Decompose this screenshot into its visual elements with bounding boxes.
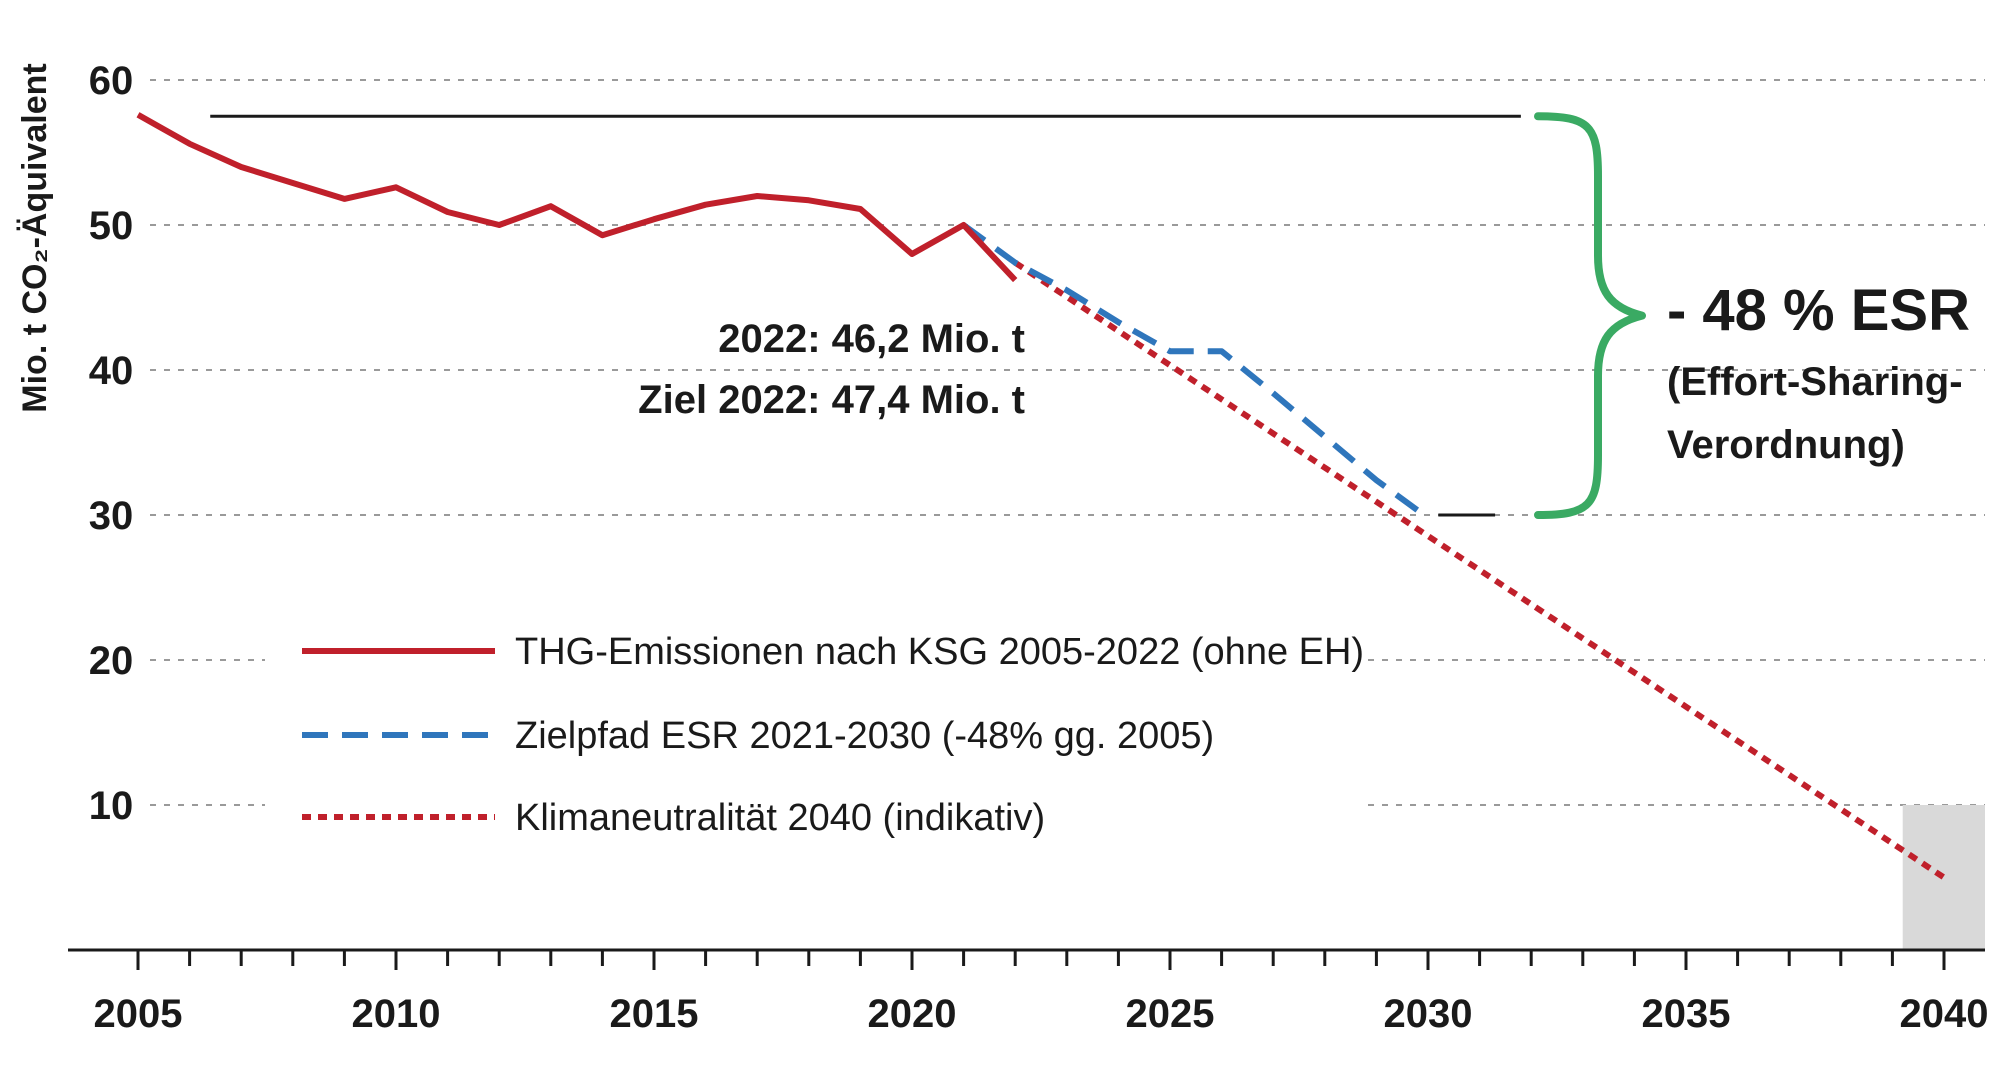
y-tick-label-60: 60 <box>89 59 134 103</box>
legend-label-target-path: Zielpfad ESR 2021-2030 (-48% gg. 2005) <box>515 715 1214 757</box>
brace-label: - 48 % ESR <box>1667 278 1970 343</box>
y-tick-label-40: 40 <box>89 349 134 393</box>
series-line-dotted <box>1013 260 1946 881</box>
x-tick-label-2025: 2025 <box>1126 992 1215 1036</box>
x-tick-label-2015: 2015 <box>610 992 699 1036</box>
x-tick-label-2030: 2030 <box>1384 992 1473 1036</box>
y-tick-label-20: 20 <box>89 639 134 683</box>
x-axis: 2005 2010 2015 2020 2025 2030 2035 2040 <box>68 948 1989 1036</box>
y-tick-label-50: 50 <box>89 204 134 248</box>
y-axis-label: Mio. t CO₂-Äquivalent <box>16 63 54 412</box>
shaded-area-2040 <box>1902 805 1985 950</box>
brace-sublabel-2: Verordnung) <box>1667 423 1905 467</box>
brace-esr-reduction <box>1534 112 1646 519</box>
y-tick-label-10: 10 <box>89 784 134 828</box>
reference-lines <box>210 114 1521 517</box>
x-tick-label-2005: 2005 <box>94 992 183 1036</box>
legend: THG-Emissionen nach KSG 2005-2022 (ohne … <box>265 615 1365 839</box>
series-line-dashed <box>961 222 1430 521</box>
brace-sublabel-1: (Effort-Sharing- <box>1667 360 1963 404</box>
shaded-region-2040 <box>1902 805 1985 950</box>
series-line-solid <box>136 112 1018 283</box>
x-tick-label-2035: 2035 <box>1642 992 1731 1036</box>
x-tick-label-2040: 2040 <box>1900 992 1989 1036</box>
annotation-value-2022: 2022: 46,2 Mio. t <box>718 317 1025 361</box>
x-tick-label-2010: 2010 <box>352 992 441 1036</box>
series-lines <box>136 112 1946 881</box>
x-tick-label-2020: 2020 <box>868 992 957 1036</box>
gridlines <box>150 79 1985 806</box>
legend-label-emissions: THG-Emissionen nach KSG 2005-2022 (ohne … <box>515 631 1364 673</box>
y-tick-label-30: 30 <box>89 494 134 538</box>
annotation-target-2022: Ziel 2022: 47,4 Mio. t <box>638 378 1025 422</box>
legend-label-climate-neutral: Klimaneutralität 2040 (indikativ) <box>515 797 1045 839</box>
y-axis: 10 20 30 40 50 60 <box>89 59 134 828</box>
